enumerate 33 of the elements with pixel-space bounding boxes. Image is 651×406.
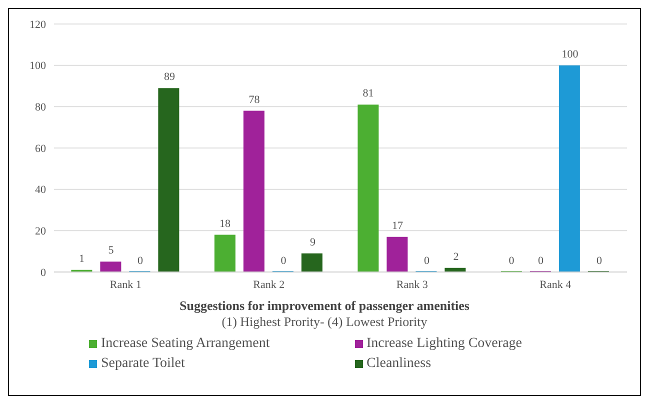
x-tick-label: Rank 3	[396, 278, 428, 291]
y-tick-label: 40	[35, 184, 46, 196]
y-tick-label: 60	[35, 142, 46, 155]
y-tick-label: 20	[35, 226, 46, 238]
legend-label: Increase Lighting Coverage	[366, 336, 522, 352]
x-tick-label: Rank 1	[110, 278, 142, 291]
data-label: 0	[424, 255, 430, 267]
text: Suggestions for improvement of passenger amenities	[178, 298, 470, 314]
data-label: 5	[108, 244, 114, 257]
data-label: 1	[79, 252, 85, 265]
x-tick-label: Rank 4	[540, 278, 572, 291]
data-label: 78	[248, 94, 260, 106]
y-tick-label: 100	[30, 60, 46, 72]
y-tick-label: 0	[40, 266, 46, 279]
text: (1) Highest Prority- (4) Lowest Priority	[220, 314, 428, 330]
legend-label: Increase Seating Arrangement	[101, 336, 270, 352]
legend-label: Cleanliness	[366, 356, 432, 372]
data-label: 0	[596, 255, 602, 267]
legend-label: Separate Toilet	[101, 356, 185, 372]
data-label: 17	[392, 220, 404, 232]
data-label: 18	[220, 218, 232, 230]
data-label: 0	[280, 255, 287, 267]
data-label: 2	[453, 250, 459, 263]
data-label: 81	[362, 88, 374, 100]
data-label: 0	[508, 255, 515, 267]
data-label: 100	[562, 48, 579, 60]
data-label: 0	[538, 255, 544, 267]
data-label: 0	[137, 255, 144, 267]
y-tick-label: 120	[30, 18, 46, 31]
x-tick-label: Rank 2	[253, 278, 285, 291]
y-tick-label: 80	[35, 102, 46, 114]
data-label: 9	[310, 236, 316, 248]
data-label: 89	[164, 71, 176, 84]
